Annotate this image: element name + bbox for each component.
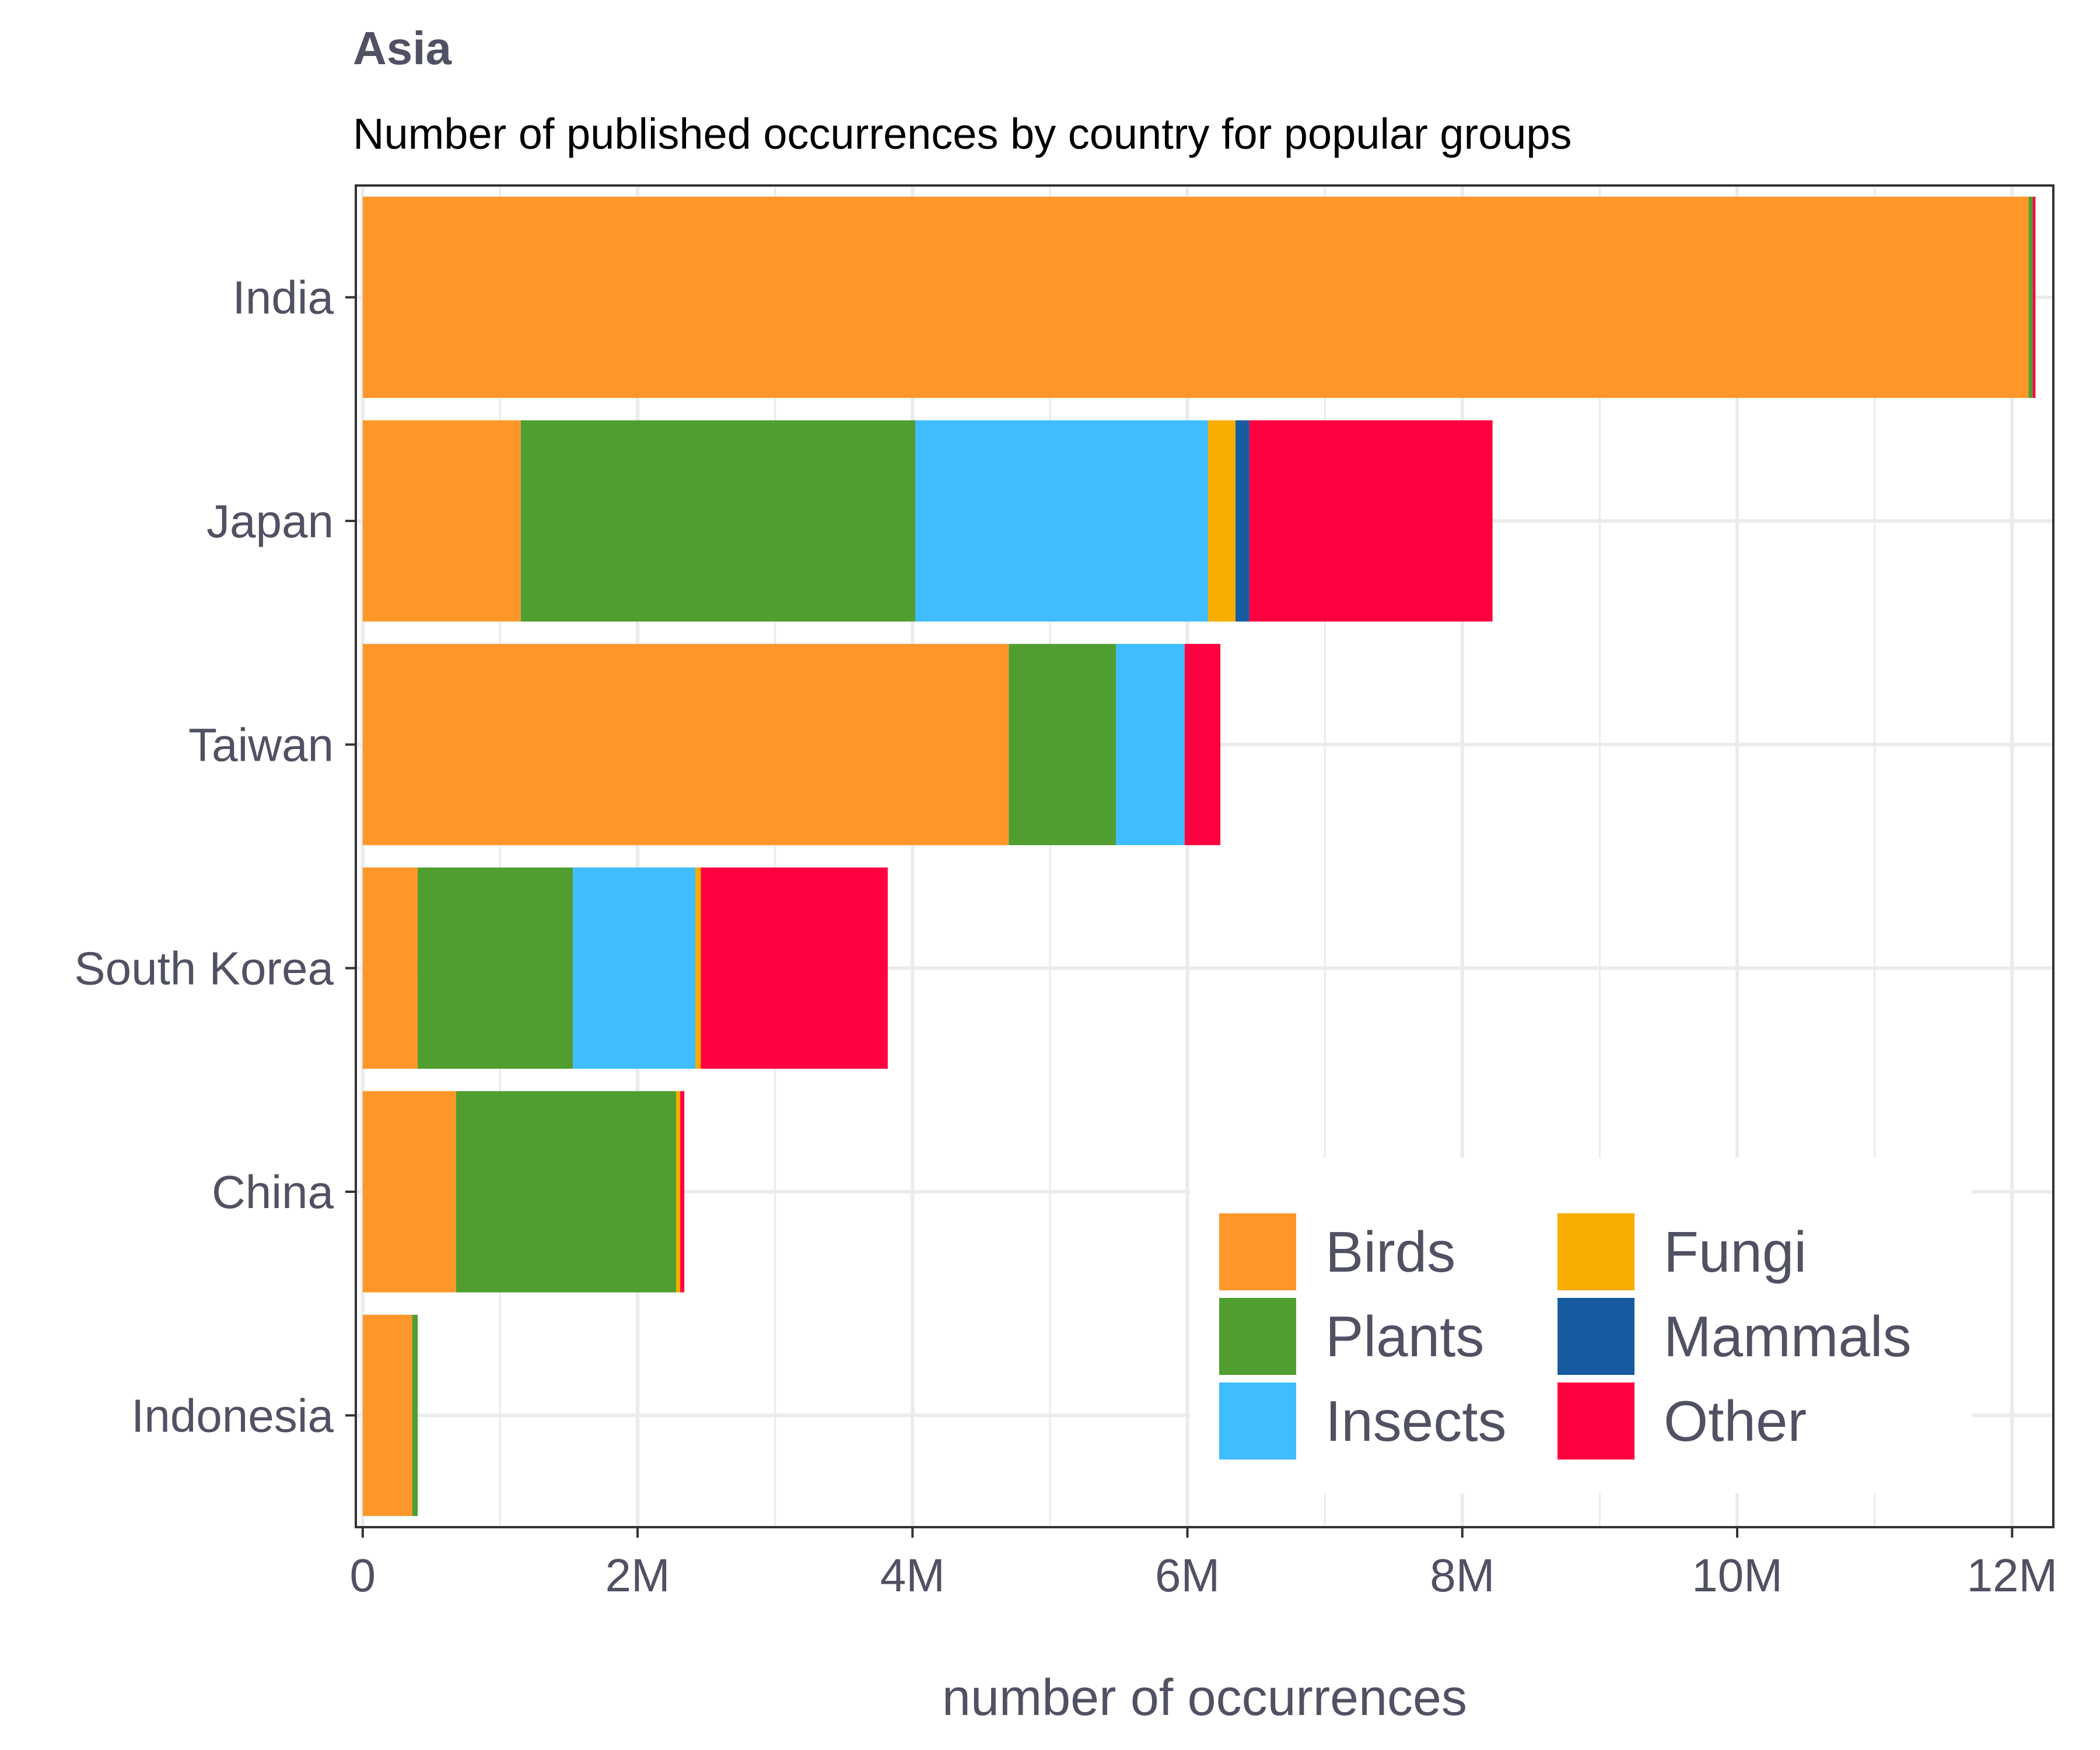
bar-plants-indonesia xyxy=(412,1314,418,1516)
legend-label-birds: Birds xyxy=(1325,1220,1455,1284)
bar-other-taiwan xyxy=(1184,643,1221,845)
legend-label-fungi: Fungi xyxy=(1664,1220,1807,1284)
bar-plants-india xyxy=(2028,197,2033,398)
x-axis: 0 2M 4M 6M 8M 10M 12M xyxy=(350,1527,2057,1601)
legend: Birds Plants Insects Fungi Mammals Other xyxy=(1190,1158,1972,1493)
chart-title: Asia xyxy=(353,22,452,74)
bar-birds-indonesia xyxy=(362,1314,412,1516)
bar-other-japan xyxy=(1249,420,1493,622)
legend-key-plants xyxy=(1219,1298,1296,1375)
bar-plants-japan xyxy=(520,420,916,622)
bar-insects-taiwan xyxy=(1116,643,1185,845)
x-tick-label: 10M xyxy=(1692,1549,1783,1601)
y-tick-label: Indonesia xyxy=(131,1390,334,1441)
plot-panel-border xyxy=(355,184,2054,1528)
legend-key-fungi xyxy=(1558,1213,1634,1290)
bar-birds-taiwan xyxy=(362,643,1009,845)
bar-mammals-japan xyxy=(1236,420,1250,622)
bar-insects-south-korea xyxy=(573,867,695,1069)
bar-plants-china xyxy=(456,1091,677,1293)
bar-other-south-korea xyxy=(701,867,888,1069)
bar-birds-india xyxy=(362,197,2029,398)
bar-fungi-south-korea xyxy=(695,867,701,1069)
x-tick-label: 2M xyxy=(605,1549,670,1601)
legend-label-other: Other xyxy=(1664,1389,1807,1453)
bars xyxy=(362,197,2036,1516)
y-tick-label: Taiwan xyxy=(188,719,334,771)
legend-key-mammals xyxy=(1558,1298,1634,1375)
chart-subtitle: Number of published occurrences by count… xyxy=(353,110,1572,158)
y-axis: India Japan Taiwan South Korea China Indonesi… xyxy=(74,272,356,1441)
x-tick-label: 8M xyxy=(1430,1549,1494,1601)
bar-fungi-china xyxy=(676,1091,681,1293)
x-axis-label: number of occurrences xyxy=(942,1668,1467,1726)
x-tick-label: 12M xyxy=(1966,1549,2057,1601)
bar-other-china xyxy=(680,1091,685,1293)
y-tick-label: Japan xyxy=(206,495,334,547)
bar-birds-china xyxy=(362,1091,457,1293)
bar-plants-taiwan xyxy=(1009,643,1116,845)
bar-birds-japan xyxy=(362,420,521,622)
bar-insects-japan xyxy=(915,420,1208,622)
legend-label-insects: Insects xyxy=(1325,1389,1506,1453)
y-tick-label: South Korea xyxy=(74,943,334,995)
legend-label-plants: Plants xyxy=(1325,1304,1484,1368)
legend-key-birds xyxy=(1219,1213,1296,1290)
bar-birds-south-korea xyxy=(362,867,418,1069)
legend-key-insects xyxy=(1219,1382,1296,1460)
y-tick-label: China xyxy=(212,1166,334,1218)
x-tick-label: 6M xyxy=(1155,1549,1220,1601)
bar-other-india xyxy=(2032,197,2036,398)
bar-fungi-japan xyxy=(1208,420,1236,622)
bar-plants-south-korea xyxy=(418,867,573,1069)
x-tick-label: 4M xyxy=(880,1549,945,1601)
legend-label-mammals: Mammals xyxy=(1664,1304,1912,1368)
y-tick-label: India xyxy=(233,272,334,324)
legend-key-other xyxy=(1558,1382,1634,1460)
x-tick-label: 0 xyxy=(350,1549,376,1601)
